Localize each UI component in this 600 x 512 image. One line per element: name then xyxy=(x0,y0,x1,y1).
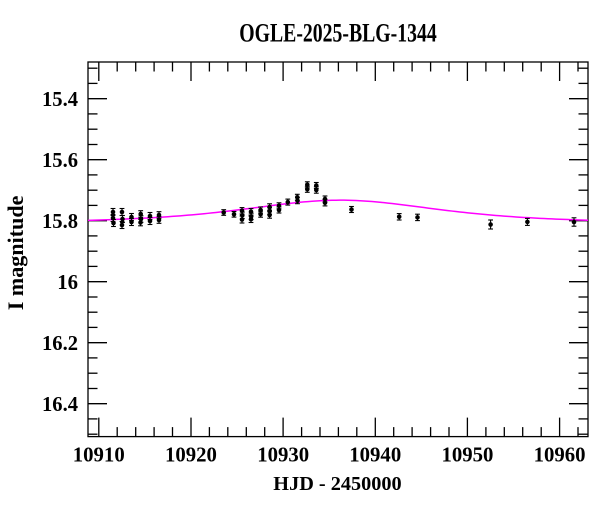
svg-text:16.4: 16.4 xyxy=(42,392,78,416)
svg-text:10930: 10930 xyxy=(257,443,309,467)
svg-text:15.6: 15.6 xyxy=(42,148,78,172)
svg-text:16.2: 16.2 xyxy=(42,331,78,355)
svg-text:10920: 10920 xyxy=(165,443,217,467)
svg-text:16: 16 xyxy=(57,270,78,294)
svg-text:15.4: 15.4 xyxy=(42,87,78,111)
svg-text:10940: 10940 xyxy=(349,443,401,467)
svg-text:15.8: 15.8 xyxy=(42,209,78,233)
svg-text:10910: 10910 xyxy=(73,443,125,467)
svg-text:OGLE-2025-BLG-1344: OGLE-2025-BLG-1344 xyxy=(239,19,436,48)
svg-text:10950: 10950 xyxy=(442,443,494,467)
svg-text:I magnitude: I magnitude xyxy=(3,195,28,310)
svg-text:10960: 10960 xyxy=(534,443,586,467)
svg-text:HJD - 2450000: HJD - 2450000 xyxy=(273,473,401,495)
